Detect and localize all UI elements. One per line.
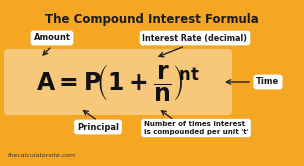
- Text: Amount: Amount: [33, 34, 71, 42]
- Text: Interest Rate (decimal): Interest Rate (decimal): [143, 34, 247, 42]
- Text: Time: Time: [256, 78, 280, 86]
- Text: thecalculatorsite.com: thecalculatorsite.com: [8, 153, 76, 158]
- FancyBboxPatch shape: [4, 49, 232, 115]
- Text: Number of times interest
is compounded per unit 't': Number of times interest is compounded p…: [143, 121, 248, 135]
- Text: $\mathbf{A = P\!\left(1+\dfrac{r}{n}\right)^{\!\!nt}}$: $\mathbf{A = P\!\left(1+\dfrac{r}{n}\rig…: [36, 63, 200, 103]
- Text: The Compound Interest Formula: The Compound Interest Formula: [45, 13, 259, 26]
- Text: Principal: Principal: [77, 123, 119, 131]
